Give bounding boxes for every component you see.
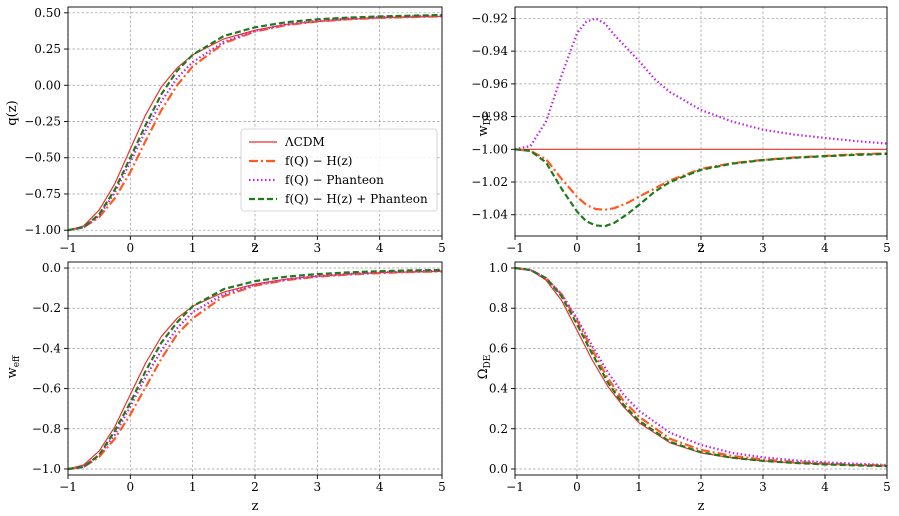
ytick-label-weff-1: −0.8	[32, 422, 61, 436]
series-line-omega-3	[515, 266, 887, 468]
series-group-omega	[515, 266, 887, 468]
xtick-label-wde-6: 5	[883, 241, 891, 255]
series-line-wde-3	[515, 148, 887, 228]
xtick-label-q-6: 5	[438, 241, 446, 255]
xtick-label-weff-4: 3	[314, 480, 322, 494]
series-line-weff-1	[68, 270, 442, 471]
xtick-label-q-3: 2	[251, 241, 259, 255]
panel-q: q(z) z	[5, 100, 259, 256]
series-line-weff-2	[68, 269, 442, 471]
plot-area-omega: −1 0 1 2 3 4 5 0.0 0.2 0.4 0.6 0.8 1.0	[489, 261, 891, 494]
ytick-label-omega-5: 1.0	[489, 261, 508, 275]
xlabel-weff: z	[252, 499, 259, 514]
ytick-label-q-3: −0.25	[24, 115, 61, 129]
xtick-label-wde-4: 3	[759, 241, 767, 255]
ytick-label-wde-0: −1.04	[471, 208, 508, 222]
xtick-label-wde-0: −1	[506, 241, 524, 255]
xtick-label-weff-6: 5	[438, 480, 446, 494]
ytick-label-q-5: 0.25	[34, 42, 61, 56]
ytick-label-wde-5: −0.94	[471, 44, 508, 58]
plot-layer: −1 0 1 2 3 4 5−1.00−0.75−0.50−0.250.000.250.50…	[24, 6, 891, 494]
ytick-label-q-1: −0.75	[24, 187, 61, 201]
xtick-label-q-2: 1	[189, 241, 197, 255]
xtick-label-q-4: 3	[314, 241, 322, 255]
ytick-label-weff-0: −1.0	[32, 462, 61, 476]
series-line-q-1	[68, 15, 442, 232]
xlabel-wde: z	[698, 241, 705, 256]
xtick-label-wde-1: 0	[573, 241, 581, 255]
ytick-label-omega-0: 0.0	[489, 462, 508, 476]
ytick-label-wde-3: −0.98	[471, 110, 508, 124]
plot-area-wde: −1 0 1 2 3 4 5 −1.04 −1.02 −1.00 −0.98 −0.96 −0.94 −0…	[471, 6, 891, 255]
ytick-label-weff-5: 0.0	[42, 261, 61, 275]
ytick-label-wde-2: −1.00	[471, 142, 508, 156]
xtick-label-omega-0: −1	[506, 480, 524, 494]
ytick-label-weff-2: −0.6	[32, 382, 61, 396]
xtick-label-omega-1: 0	[573, 480, 581, 494]
ytick-label-weff-3: −0.4	[32, 341, 62, 355]
series-line-wde-2	[515, 17, 887, 151]
ylabel-wde: wDE	[476, 112, 493, 137]
series-line-q-3	[68, 13, 442, 232]
ytick-label-omega-1: 0.2	[489, 422, 508, 436]
legend-label-3: f(Q) − H(z) + Phanteon	[285, 192, 428, 206]
ytick-label-omega-3: 0.6	[489, 341, 508, 355]
xtick-label-omega-2: 1	[635, 480, 643, 494]
ylabel-omega-sub: DE	[483, 355, 493, 369]
legend-label-0: ΛCDM	[284, 135, 325, 149]
legend-box	[240, 128, 438, 212]
series-line-weff-3	[68, 268, 442, 471]
ytick-label-wde-4: −0.96	[471, 77, 508, 91]
xtick-label-omega-6: 5	[883, 480, 891, 494]
xlabel-omega: z	[698, 499, 705, 514]
series-group-wde	[515, 17, 887, 228]
ylabel-omega-main: Ω	[476, 369, 491, 380]
series-line-q-0	[68, 15, 442, 231]
ylabel-weff-sub: eff	[12, 355, 22, 367]
xtick-label-weff-0: −1	[59, 480, 77, 494]
xtick-label-omega-4: 3	[759, 480, 767, 494]
series-line-q-2	[68, 14, 442, 232]
xtick-label-weff-1: 0	[127, 480, 135, 494]
ytick-label-q-0: −1.00	[24, 223, 61, 237]
legend-label-2: f(Q) − Phanteon	[285, 173, 384, 187]
xtick-label-omega-3: 2	[697, 480, 705, 494]
panel-weff: weff z	[5, 355, 259, 514]
ylabel-omega: ΩDE	[476, 355, 493, 380]
xlabel-q: z	[252, 241, 259, 256]
series-group-weff	[68, 268, 442, 471]
ytick-label-q-6: 0.50	[34, 6, 61, 20]
ytick-label-omega-2: 0.4	[489, 382, 508, 396]
xtick-label-weff-3: 2	[251, 480, 259, 494]
ylabel-q: q(z)	[5, 100, 20, 125]
ylabel-wde-sub: DE	[483, 112, 493, 126]
plot-area-weff: −1 0 1 2 3 4 5 −1.0 −0.8 −0.6 −0.4 −0.2 0.0	[32, 261, 446, 494]
series-group-q	[68, 13, 442, 232]
ytick-label-weff-4: −0.2	[32, 301, 61, 315]
panel-wde: wDE z	[476, 112, 705, 256]
panel-omega: ΩDE z	[476, 355, 705, 514]
ytick-label-q-4: 0.00	[34, 78, 61, 92]
ylabel-wde-main: w	[476, 125, 491, 136]
xtick-label-q-0: −1	[59, 241, 77, 255]
ytick-label-wde-6: −0.92	[471, 11, 508, 25]
ytick-label-wde-1: −1.02	[471, 175, 508, 189]
xtick-label-q-1: 0	[127, 241, 135, 255]
xtick-label-wde-5: 4	[821, 241, 829, 255]
xtick-label-q-5: 4	[376, 241, 384, 255]
legend: ΛCDM f(Q) − H(z) f(Q) − Phanteon f(Q) − H(z…	[240, 128, 438, 212]
xtick-label-omega-5: 4	[821, 480, 829, 494]
ytick-label-omega-4: 0.8	[489, 301, 508, 315]
xtick-label-weff-5: 4	[376, 480, 384, 494]
legend-label-1: f(Q) − H(z)	[285, 154, 352, 168]
ytick-label-q-2: −0.50	[24, 151, 61, 165]
xtick-label-weff-2: 1	[189, 480, 197, 494]
ylabel-weff: weff	[5, 355, 22, 378]
xtick-label-wde-2: 1	[635, 241, 643, 255]
xtick-label-wde-3: 2	[697, 241, 705, 255]
ylabel-weff-main: w	[5, 367, 20, 378]
